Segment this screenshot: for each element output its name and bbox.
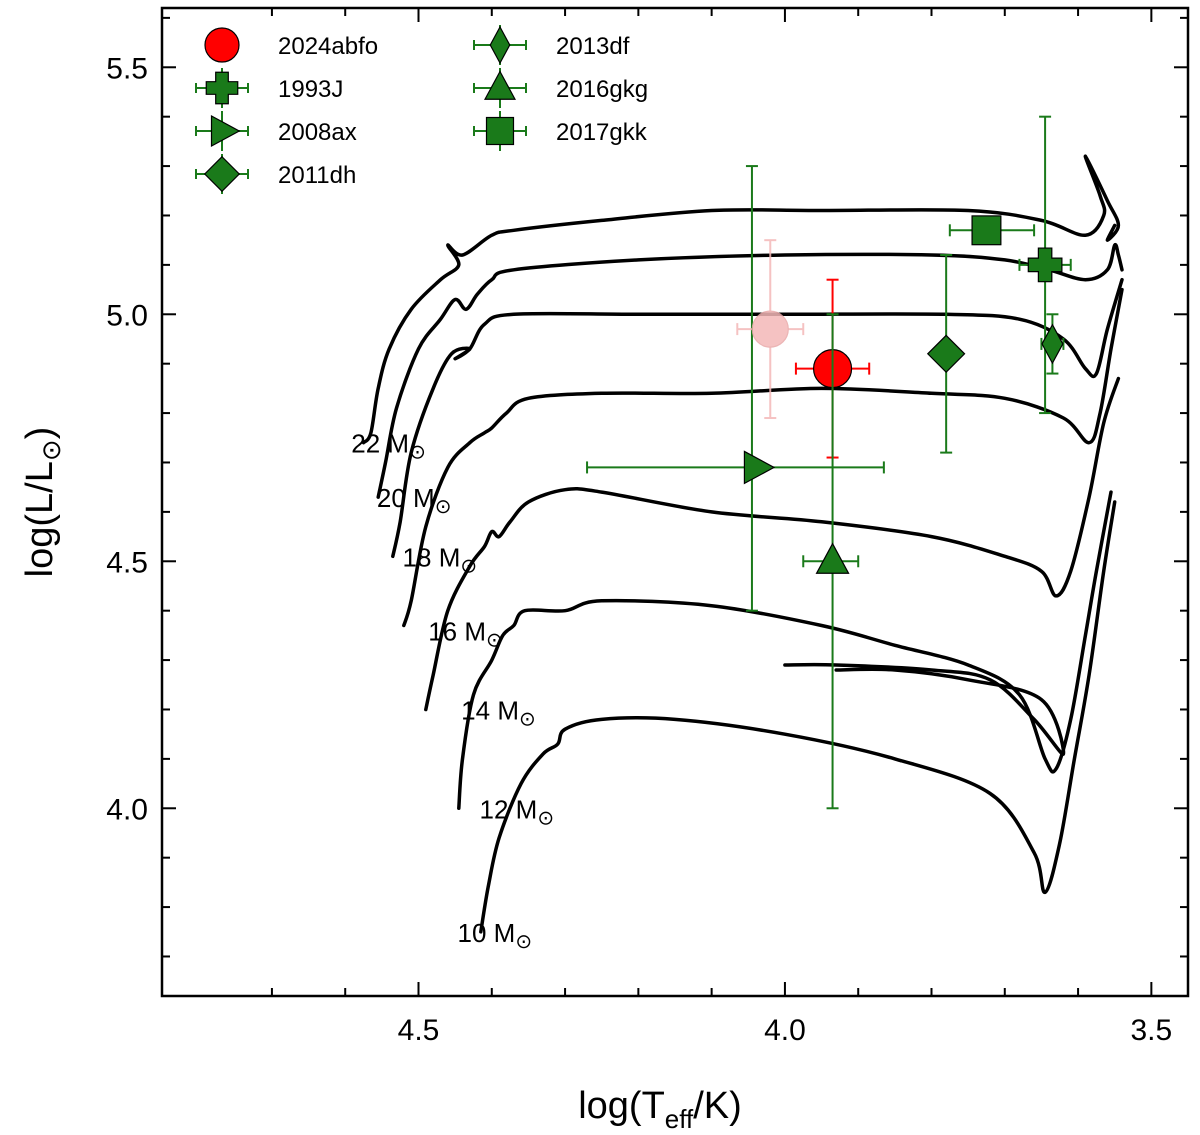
evolutionary-tracks: 22 M⊙20 M⊙18 M⊙16 M⊙14 M⊙12 M⊙10 M⊙	[351, 154, 1124, 953]
y-tick-label: 4.5	[106, 546, 148, 579]
y-tick-label: 4.0	[106, 793, 148, 826]
legend-item: 1993J	[195, 68, 343, 108]
legend-item: 2011dh	[195, 154, 356, 194]
plot-frame	[160, 6, 1190, 998]
y-axis-title: log(L/L⊙)	[19, 427, 66, 578]
data-points	[586, 115, 1072, 810]
track-line	[424, 376, 1121, 712]
faded-point-group	[736, 239, 805, 420]
marker-2013df	[1041, 323, 1064, 365]
x-tick-label: 3.5	[1130, 1014, 1172, 1047]
legend-label: 2013df	[556, 33, 630, 60]
faded-circle-marker	[751, 310, 789, 348]
track-mass-label: 20 M⊙	[377, 483, 452, 518]
point-2013df	[1040, 313, 1065, 375]
legend-label: 2011dh	[278, 162, 356, 189]
track-line	[361, 154, 1121, 445]
legend-marker	[204, 27, 240, 63]
legend-label: 2024abfo	[278, 33, 378, 60]
loop-track	[783, 662, 1066, 756]
legend-label: 2008ax	[278, 119, 357, 146]
legend-item: 2008ax	[195, 111, 357, 151]
legend-marker	[205, 71, 239, 105]
axis-ticks: 4.5 4.0 3.5 4.0 4.5 5.0 5.5	[106, 8, 1188, 1047]
track-line	[457, 490, 1113, 811]
legend-label: 2017gkk	[556, 119, 648, 146]
point-2017gkk	[948, 215, 1036, 246]
y-tick-label: 5.5	[106, 52, 148, 85]
legend-item: 2016gkg	[473, 68, 648, 108]
legend-marker	[485, 116, 515, 146]
track-line	[391, 277, 1124, 559]
legend-marker	[210, 114, 241, 148]
point-2011dh	[926, 254, 966, 454]
marker-2016gkg	[815, 542, 850, 574]
y-tick-label: 5.0	[106, 299, 148, 332]
x-tick-label: 4.0	[764, 1014, 806, 1047]
track-mass-label: 10 M⊙	[458, 918, 533, 953]
legend-label: 2016gkg	[556, 76, 648, 103]
legend-marker	[489, 25, 511, 65]
marker-2017gkk	[971, 215, 1002, 246]
legend-item: 2024abfo	[204, 27, 378, 63]
legend-marker	[203, 155, 241, 193]
track-mass-label: 12 M⊙	[480, 794, 555, 829]
point-2016gkg	[802, 313, 860, 810]
legend-item: 2017gkk	[473, 111, 648, 151]
track-line	[479, 500, 1117, 934]
track-line	[402, 287, 1124, 628]
point-1993J	[1018, 247, 1072, 283]
x-axis-title: log(Teff/K)	[578, 1085, 742, 1134]
marker-2011dh	[926, 334, 966, 374]
x-tick-label: 4.5	[398, 1014, 440, 1047]
legend-label: 1993J	[278, 76, 343, 103]
marker-2008ax	[743, 450, 776, 485]
point-2008ax	[586, 450, 885, 485]
legend-marker	[483, 70, 517, 100]
legend-item: 2013df	[473, 25, 630, 65]
track-line	[376, 242, 1124, 499]
track-mass-label: 22 M⊙	[351, 429, 426, 464]
legend: 2024abfo 1993J 2008ax 2011dh 2013df 2016gkg 20…	[195, 25, 648, 194]
marker-1993J	[1027, 247, 1063, 283]
